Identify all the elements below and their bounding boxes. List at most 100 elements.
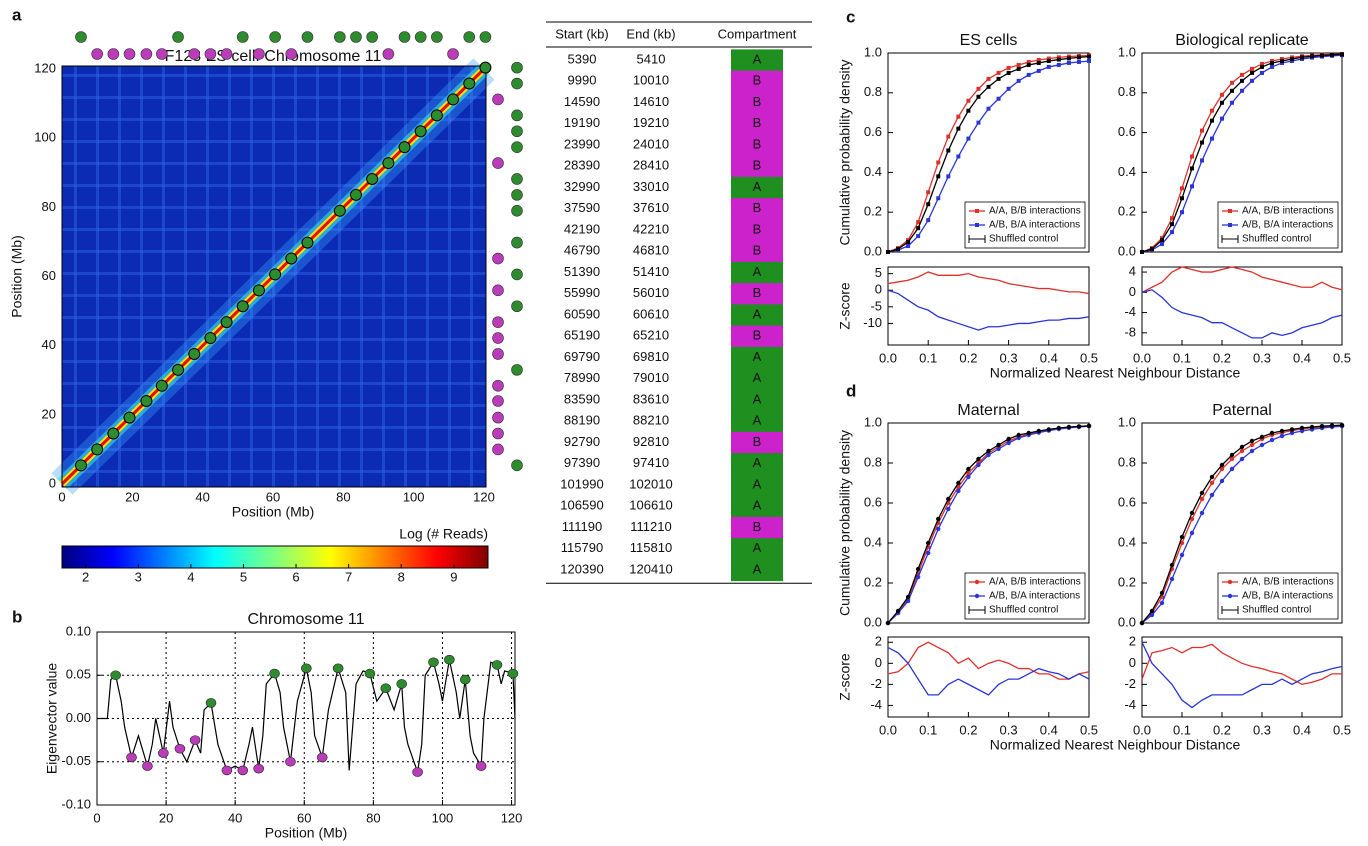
table-cell: 46810 xyxy=(633,243,669,258)
data-marker xyxy=(926,540,931,546)
legend-swatch xyxy=(1228,209,1232,213)
data-marker xyxy=(1149,612,1155,618)
compartment-dot-top xyxy=(463,31,476,43)
legend-swatch xyxy=(968,235,986,243)
data-marker xyxy=(1230,88,1234,93)
chart-title: Paternal xyxy=(1212,402,1272,419)
x-tick-label: 20 xyxy=(159,810,173,825)
table-cell: 92790 xyxy=(564,434,600,449)
diagonal-point xyxy=(107,427,120,440)
data-point xyxy=(396,679,407,689)
compartment-cell xyxy=(731,538,783,560)
compartment-dot-right xyxy=(511,268,523,281)
data-marker xyxy=(956,126,961,131)
y-axis-label: Z-score xyxy=(837,653,853,701)
diagonal-point xyxy=(366,172,379,185)
compartment-dot-top xyxy=(382,48,395,60)
compartment-dot-top xyxy=(204,48,217,60)
data-marker xyxy=(986,76,991,81)
data-marker xyxy=(1199,490,1205,496)
data-point xyxy=(142,761,153,771)
data-marker xyxy=(946,148,951,153)
data-marker xyxy=(905,594,911,600)
data-marker xyxy=(1220,92,1224,97)
chart-title: Chromosome 11 xyxy=(247,611,364,628)
data-marker xyxy=(915,574,921,580)
x-tick-label: 0.4 xyxy=(1040,722,1058,737)
data-marker xyxy=(1270,64,1274,69)
compartment-cell xyxy=(731,453,783,475)
table-cell: 65210 xyxy=(633,328,669,343)
series-line xyxy=(887,646,1090,696)
table-cell: A xyxy=(753,264,762,279)
plot-frame xyxy=(1141,422,1343,624)
table-cell: A xyxy=(753,51,762,66)
colorbar xyxy=(61,545,489,569)
table-cell: B xyxy=(753,136,762,151)
data-point xyxy=(444,654,455,665)
compartment-dot-top xyxy=(123,48,136,60)
chart-title: F123 ES cell: Chromosome 11 xyxy=(165,48,382,65)
legend-label: A/A, B/B interactions xyxy=(1242,577,1334,588)
compartment-cell xyxy=(731,346,783,369)
diagonal-point xyxy=(74,459,87,472)
y-axis-label: Z-score xyxy=(837,282,853,330)
y-tick-label: 0.05 xyxy=(66,667,91,682)
data-marker xyxy=(1290,56,1294,61)
data-point xyxy=(475,761,487,771)
data-point xyxy=(459,674,471,685)
data-point xyxy=(380,683,392,694)
data-marker xyxy=(986,448,991,454)
table-cell: 88210 xyxy=(633,413,669,428)
data-marker xyxy=(956,488,961,494)
data-marker xyxy=(1159,600,1165,606)
y-tick-label: 0 xyxy=(875,655,882,670)
data-marker xyxy=(1189,530,1195,536)
compartment-dot-top xyxy=(172,31,184,43)
data-marker xyxy=(1280,58,1284,63)
data-marker xyxy=(885,620,891,626)
x-tick-label: 0.5 xyxy=(1080,350,1098,365)
table-cell: 106590 xyxy=(560,498,603,513)
data-marker xyxy=(986,106,991,111)
legend-label: Shuffled control xyxy=(989,234,1058,245)
colorbar-label: Log (# Reads) xyxy=(399,526,488,542)
y-tick-label: 0.8 xyxy=(864,84,882,99)
y-axis-label: Cumulative probability density xyxy=(837,60,853,246)
data-marker xyxy=(1279,433,1285,439)
x-tick-label: 0.5 xyxy=(1080,722,1098,737)
data-marker xyxy=(895,608,901,614)
data-point xyxy=(174,743,186,754)
table-cell: 69790 xyxy=(564,349,600,364)
table-cell: B xyxy=(753,519,762,534)
table-cell: 79010 xyxy=(633,370,669,385)
data-marker xyxy=(1170,216,1174,221)
x-tick-label: 0.4 xyxy=(1293,350,1311,365)
table-cell: B xyxy=(753,158,762,173)
y-tick-label: 0 xyxy=(875,282,882,297)
compartment-cell xyxy=(731,516,783,539)
diagonal-point xyxy=(430,109,443,122)
table-cell: 83590 xyxy=(564,391,600,406)
compartment-dot-right xyxy=(511,236,523,249)
table-cell: 37590 xyxy=(564,200,600,215)
data-marker xyxy=(966,470,971,476)
table-cell: A xyxy=(753,306,762,321)
table-cell: A xyxy=(753,413,762,428)
data-marker xyxy=(1200,158,1204,163)
x-tick-label: 80 xyxy=(366,810,380,825)
data-marker xyxy=(1160,242,1164,247)
compartment-cell xyxy=(731,261,783,284)
colorbar-tick-label: 9 xyxy=(450,569,457,584)
compartment-cell xyxy=(731,559,783,582)
data-marker xyxy=(1026,59,1031,64)
data-marker xyxy=(986,84,991,89)
y-tick-label: 20 xyxy=(42,406,56,421)
plot-frame xyxy=(887,52,1090,253)
x-tick-label: 120 xyxy=(473,489,495,504)
compartment-dot-right xyxy=(492,316,504,328)
chart-title: Maternal xyxy=(957,402,1019,419)
data-marker xyxy=(906,240,911,245)
compartment-dot-top xyxy=(220,48,233,60)
compartment-dot-right xyxy=(511,189,523,201)
